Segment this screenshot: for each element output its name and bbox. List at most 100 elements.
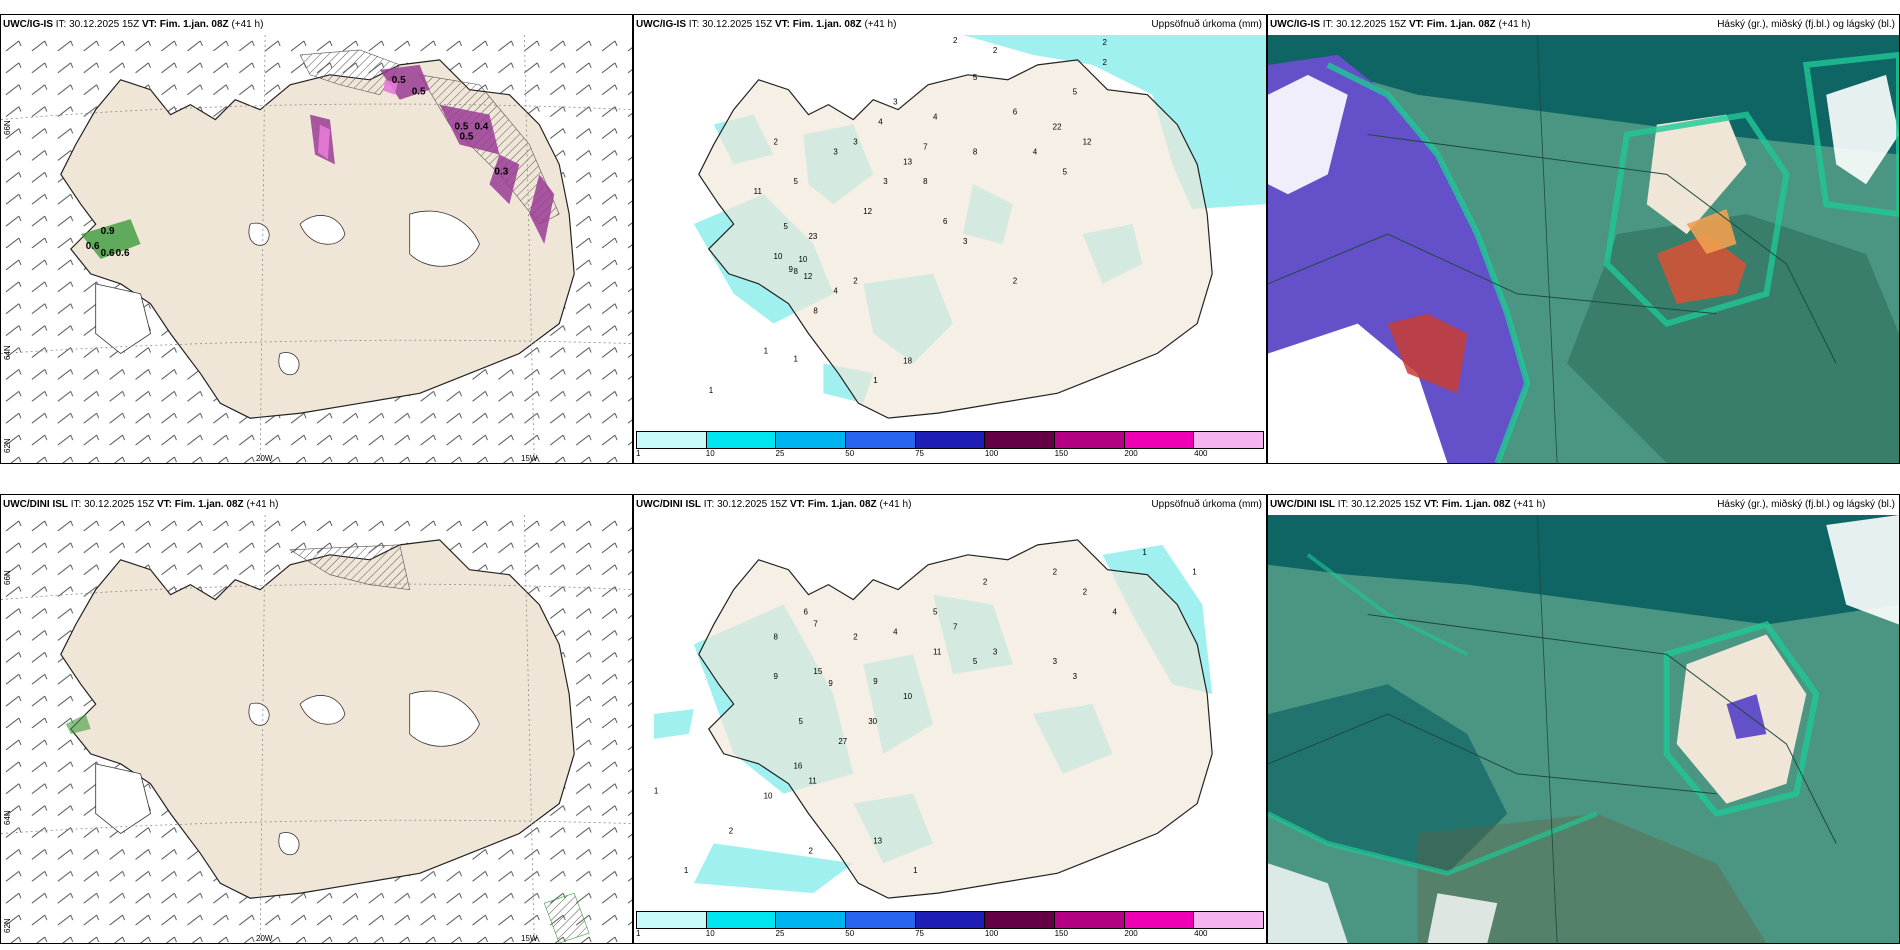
svg-text:1: 1 xyxy=(1192,568,1197,577)
svg-text:9: 9 xyxy=(789,265,794,274)
svg-text:8: 8 xyxy=(973,147,978,156)
svg-text:2: 2 xyxy=(1083,588,1088,597)
svg-text:9: 9 xyxy=(873,677,878,686)
svg-text:5: 5 xyxy=(973,657,978,666)
svg-text:2: 2 xyxy=(1103,58,1108,67)
colorbar-tick: 50 xyxy=(845,449,855,458)
svg-text:11: 11 xyxy=(754,187,763,196)
iceland-land-outline xyxy=(698,59,1213,419)
svg-text:4: 4 xyxy=(1033,147,1038,156)
colorbar-cell xyxy=(915,432,986,448)
svg-text:3: 3 xyxy=(883,177,888,186)
svg-text:0.3: 0.3 xyxy=(494,166,508,177)
wind-panel-igis: UWC/IG-IS IT: 30.12.2025 15Z VT: Fim. 1.… xyxy=(0,14,633,464)
colorbar: 1 10 25 50 75 100 150 200 400 xyxy=(636,431,1264,458)
cloud-panel-dini: UWC/DINI ISL IT: 30.12.2025 15Z VT: Fim.… xyxy=(1267,494,1900,944)
svg-text:3: 3 xyxy=(853,137,858,146)
svg-text:3: 3 xyxy=(1073,672,1078,681)
svg-text:3: 3 xyxy=(833,147,838,156)
precip-map: 2 2 2 2 5 5 6 3 4 8 3 4 13 7 3 4 22 12 5… xyxy=(634,35,1266,433)
svg-text:13: 13 xyxy=(873,836,882,845)
svg-text:5: 5 xyxy=(973,73,978,82)
svg-text:2: 2 xyxy=(983,578,988,587)
colorbar-tick: 200 xyxy=(1124,449,1138,458)
svg-text:0.5: 0.5 xyxy=(455,122,469,133)
colorbar-tick: 25 xyxy=(775,449,785,458)
svg-text:6: 6 xyxy=(803,608,808,617)
hatched-region-2 xyxy=(543,892,590,943)
svg-text:0.5: 0.5 xyxy=(412,87,426,98)
colorbar-cell xyxy=(846,432,916,448)
svg-text:7: 7 xyxy=(953,622,958,631)
svg-text:5: 5 xyxy=(1063,167,1068,176)
cloud-title: Háský (gr.), miðský (fj.bl.) og lágský (… xyxy=(1717,499,1895,510)
colorbar-tick: 1 xyxy=(636,449,641,458)
svg-text:1: 1 xyxy=(764,346,769,355)
svg-text:27: 27 xyxy=(838,737,847,746)
svg-text:9: 9 xyxy=(828,679,833,688)
svg-text:0.5: 0.5 xyxy=(460,132,474,143)
colorbar-tick: 100 xyxy=(984,449,999,458)
colorbar-cell xyxy=(776,912,847,928)
svg-text:5: 5 xyxy=(784,222,789,231)
colorbar-cell xyxy=(706,912,777,928)
colorbar-cell xyxy=(776,432,847,448)
panel-title: UWC/DINI ISL IT: 30.12.2025 15Z VT: Fim.… xyxy=(3,499,279,510)
wind-map: 0.5 0.5 0.5 0.4 0.5 0.3 0.9 0.6 0.6 0.6 xyxy=(1,35,632,463)
colorbar-cell xyxy=(1194,912,1264,928)
svg-text:2: 2 xyxy=(1103,38,1108,47)
iceland-land-outline xyxy=(698,539,1213,899)
svg-text:23: 23 xyxy=(808,232,817,241)
svg-text:4: 4 xyxy=(1112,608,1117,617)
svg-text:13: 13 xyxy=(903,157,912,166)
colorbar-cells xyxy=(636,431,1264,449)
cloud-panel-igis: UWC/IG-IS IT: 30.12.2025 15Z VT: Fim. 1.… xyxy=(1267,14,1900,464)
svg-text:2: 2 xyxy=(1053,568,1058,577)
colorbar-tick: 150 xyxy=(1054,449,1068,458)
svg-text:1: 1 xyxy=(709,386,714,395)
colorbar-tick: 10 xyxy=(705,449,715,458)
svg-text:0.5: 0.5 xyxy=(392,75,406,86)
lon-label-15w: 15W xyxy=(521,454,538,463)
svg-text:0.6: 0.6 xyxy=(86,241,100,252)
panel-title: UWC/IG-IS IT: 30.12.2025 15Z VT: Fim. 1.… xyxy=(636,19,897,30)
svg-text:12: 12 xyxy=(803,272,812,281)
colorbar-cell xyxy=(846,912,916,928)
lat-label-66n: 66N xyxy=(3,120,12,135)
svg-text:8: 8 xyxy=(923,177,928,186)
precip-type-purple xyxy=(310,64,555,245)
precip-panel-dini: UWC/DINI ISL IT: 30.12.2025 15Z VT: Fim.… xyxy=(633,494,1267,944)
colorbar-cell xyxy=(1124,432,1195,448)
svg-text:7: 7 xyxy=(923,142,928,151)
svg-text:10: 10 xyxy=(903,692,912,701)
precip-title: Uppsöfnuð úrkoma (mm) xyxy=(1151,19,1262,30)
svg-text:7: 7 xyxy=(813,619,818,628)
svg-text:4: 4 xyxy=(893,627,898,636)
svg-text:11: 11 xyxy=(933,647,942,656)
hatched-region xyxy=(289,544,411,591)
svg-text:0.6: 0.6 xyxy=(101,248,115,259)
colorbar-tick: 400 xyxy=(1194,929,1208,938)
svg-text:9: 9 xyxy=(774,672,779,681)
colorbar-tick: 10 xyxy=(705,929,715,938)
colorbar-tick: 75 xyxy=(915,929,924,938)
svg-text:12: 12 xyxy=(1083,137,1092,146)
lat-label-66n: 66N xyxy=(3,570,12,585)
lat-label-62n: 62N xyxy=(3,438,12,453)
colorbar-cells xyxy=(636,911,1264,929)
svg-text:2: 2 xyxy=(993,46,998,55)
cloud-map xyxy=(1268,35,1899,463)
svg-text:12: 12 xyxy=(863,207,872,216)
svg-text:10: 10 xyxy=(774,252,783,261)
svg-text:2: 2 xyxy=(774,137,779,146)
svg-text:15: 15 xyxy=(813,667,822,676)
svg-text:1: 1 xyxy=(913,866,918,875)
wind-map xyxy=(1,515,632,943)
colorbar-tick: 75 xyxy=(915,449,924,458)
svg-text:2: 2 xyxy=(853,632,858,641)
panel-title: UWC/IG-IS IT: 30.12.2025 15Z VT: Fim. 1.… xyxy=(1270,19,1531,30)
colorbar-tick: 400 xyxy=(1194,449,1208,458)
colorbar-tick: 50 xyxy=(845,929,855,938)
svg-text:2: 2 xyxy=(1013,277,1018,286)
svg-text:3: 3 xyxy=(963,237,968,246)
